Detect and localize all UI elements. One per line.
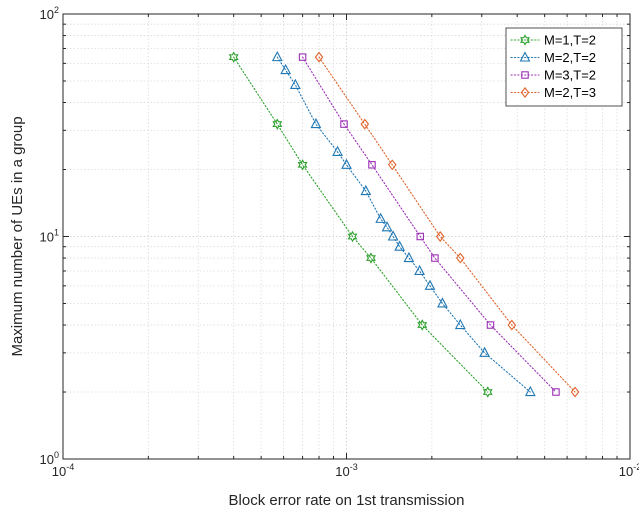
data-point [280,63,292,75]
data-point [435,231,445,242]
y-tick-mantissa: 10 [40,230,54,245]
x-axis-label: Block error rate on 1st transmission [229,492,465,509]
data-point [552,388,560,396]
data-point [341,158,352,169]
data-point [271,50,283,62]
data-point [417,319,428,331]
y-tick-exponent: 2 [54,5,59,15]
y-tick-label: 101 [40,228,59,245]
data-point [360,184,372,196]
x-tick-exponent: -2 [633,462,639,472]
series-line [318,56,576,393]
data-point [347,230,358,243]
data-point [455,252,465,264]
legend-label: M=2,T=2 [544,50,596,65]
data-point [360,118,370,130]
y-tick-label: 102 [40,5,59,22]
data-point [387,159,397,171]
data-point [394,240,406,251]
data-point [375,212,387,223]
data-point [570,386,580,398]
series-1 [228,51,493,398]
y-tick-exponent: 0 [54,450,59,460]
data-point [507,319,517,331]
data-point [416,232,424,241]
legend-marker [520,87,530,98]
x-tick-mantissa: 10 [619,464,633,479]
series-line [233,56,489,393]
legend-marker [521,71,529,79]
data-point [228,51,239,63]
series-2 [271,50,536,397]
data-point [368,161,376,169]
data-point [332,145,343,156]
series-line [302,56,557,393]
y-axis-label: Maximum number of UEs in a group [9,116,26,356]
legend-label: M=3,T=2 [544,68,596,83]
data-point [424,279,436,290]
legend: M=1,T=2 M=2,T=2 M=3,T=2 M=2,T=3 [505,27,623,107]
data-point [431,254,439,262]
series-line [276,56,531,393]
legend-label: M=1,T=2 [544,33,596,48]
legend-marker [519,51,531,62]
data-point [289,78,301,89]
data-point [272,118,283,130]
ticks [62,13,631,460]
x-tick-label: 10-4 [52,462,74,479]
x-tick-exponent: -4 [66,462,74,472]
data-point [387,230,399,241]
x-tick-label: 10-3 [335,462,357,479]
x-tick-mantissa: 10 [52,464,66,479]
data-point [314,51,324,63]
x-tick-label: 10-2 [619,462,639,479]
y-tick-mantissa: 10 [40,452,54,467]
x-tick-exponent: -3 [350,462,358,472]
data-point [381,221,393,232]
data-point [298,53,307,61]
data-point [403,251,415,263]
y-tick-exponent: 1 [54,228,59,238]
y-tick-label: 100 [40,450,59,467]
x-tick-mantissa: 10 [335,464,349,479]
data-point [482,386,493,398]
y-tick-mantissa: 10 [40,7,54,22]
series-4 [314,51,580,398]
data-point [524,385,536,397]
series-3 [298,53,560,396]
data-point [454,318,466,330]
data-point [479,346,491,357]
data-point [486,321,495,329]
data-point [340,120,348,128]
data-point [366,252,376,264]
data-point [297,159,308,171]
legend-label: M=2,T=3 [544,85,596,100]
data-point [437,297,448,308]
legend-marker [520,34,530,46]
data-point [414,264,425,276]
data-point [310,117,322,129]
series-group [228,50,580,398]
